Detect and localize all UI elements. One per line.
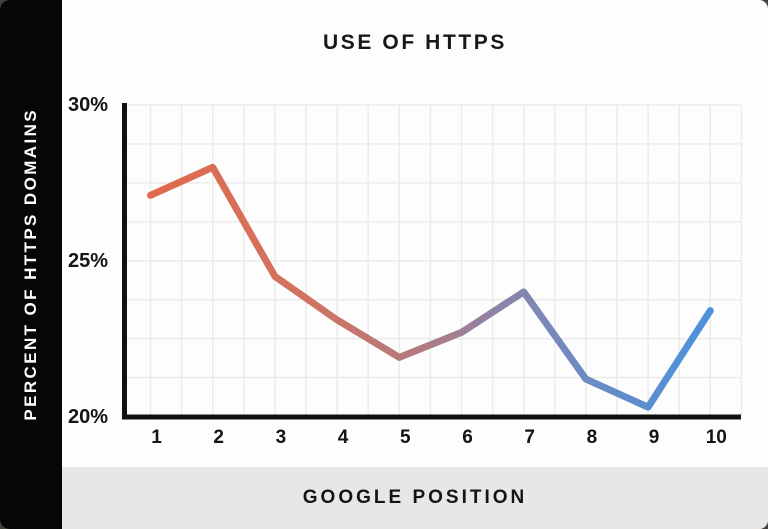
y-axis-title: PERCENT OF HTTPS DOMAINS bbox=[21, 108, 40, 421]
x-axis-title-bar: GOOGLE POSITION bbox=[62, 467, 768, 529]
x-tick-label: 10 bbox=[705, 427, 727, 448]
gridlines bbox=[124, 104, 743, 418]
x-tick-label: 2 bbox=[213, 427, 224, 448]
axes bbox=[122, 103, 741, 420]
y-tick-label: 25% bbox=[67, 249, 108, 272]
x-tick-label: 7 bbox=[524, 427, 535, 448]
x-tick-label: 3 bbox=[275, 427, 287, 448]
chart-title: USE OF HTTPS bbox=[322, 31, 508, 54]
y-axis-title-bar: PERCENT OF HTTPS DOMAINS bbox=[0, 0, 62, 529]
x-tick-label: 8 bbox=[586, 427, 598, 448]
x-tick-label: 4 bbox=[337, 427, 349, 448]
x-axis-title: GOOGLE POSITION bbox=[302, 487, 528, 508]
y-tick-label: 20% bbox=[67, 405, 108, 428]
y-tick-label: 30% bbox=[67, 94, 108, 116]
https-usage-line bbox=[147, 163, 714, 411]
x-tick-label: 6 bbox=[462, 427, 473, 448]
x-tick-label: 5 bbox=[400, 427, 411, 448]
x-tick-label: 9 bbox=[648, 427, 660, 448]
x-tick-label: 1 bbox=[151, 427, 162, 448]
